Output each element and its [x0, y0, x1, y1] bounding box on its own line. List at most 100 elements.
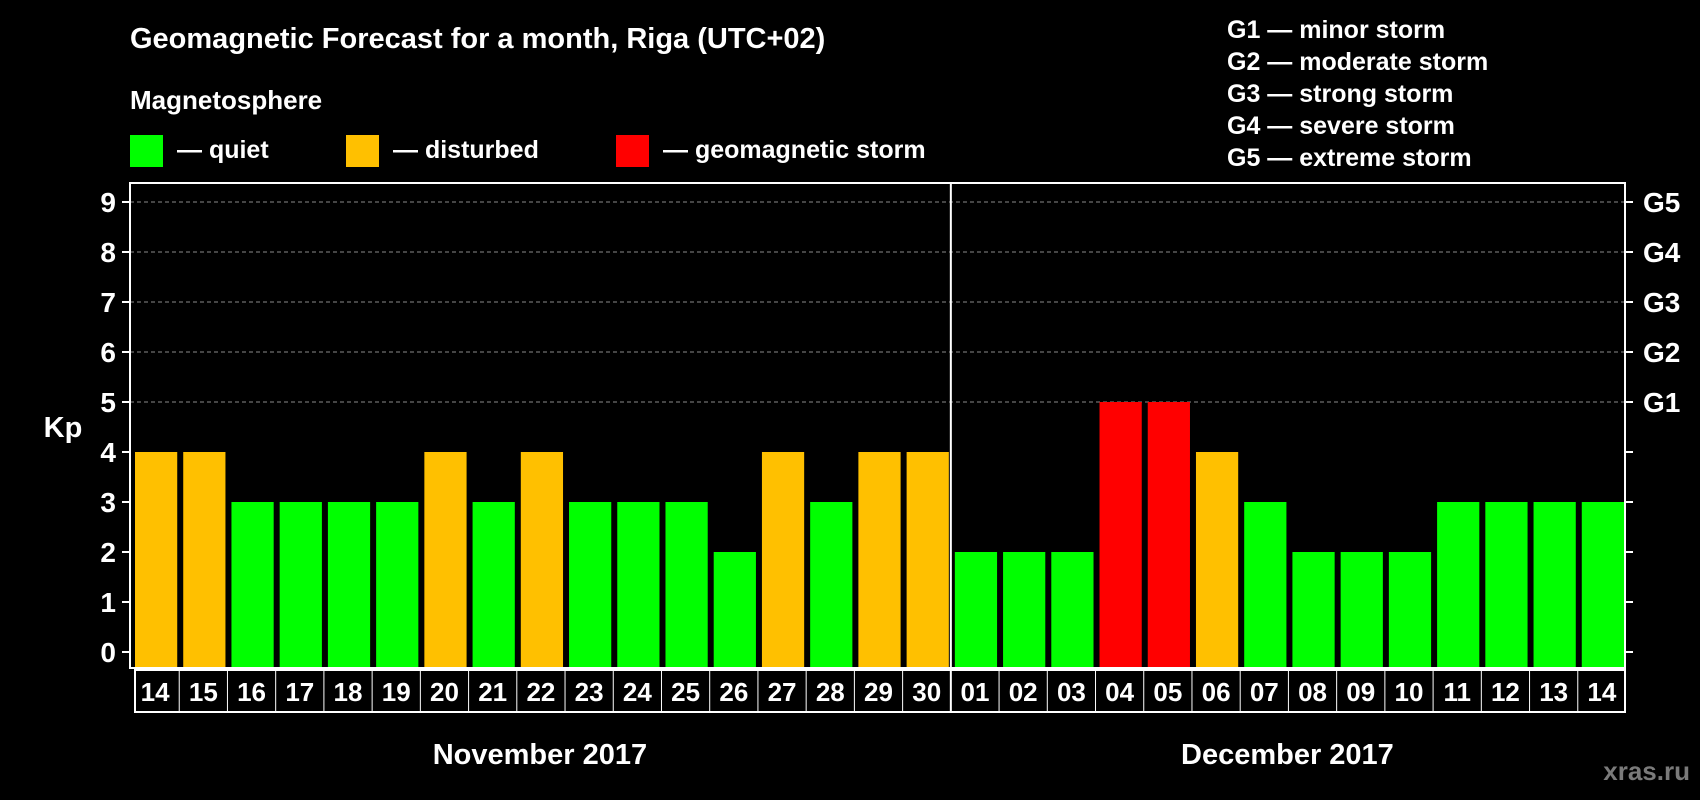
y-tick-label: 3: [100, 487, 116, 518]
g-scale-label: G4: [1643, 237, 1681, 268]
bar: [665, 502, 708, 668]
bar: [231, 502, 274, 668]
bar: [1388, 552, 1432, 668]
y-tick-label: 4: [100, 437, 116, 468]
y-tick-label: 9: [100, 187, 116, 218]
y-tick-label: 5: [100, 387, 116, 418]
storm-legend-item: G3 — strong storm: [1227, 80, 1453, 108]
x-tick-label: 01: [960, 677, 989, 707]
x-tick-label: 29: [864, 677, 893, 707]
x-tick-label: 19: [382, 677, 411, 707]
bar: [1099, 402, 1142, 668]
storm-legend-item: G1 — minor storm: [1227, 16, 1445, 44]
storm-legend-item: G2 — moderate storm: [1227, 48, 1488, 76]
magnetosphere-heading: Magnetosphere: [130, 85, 322, 115]
x-tick-label: 02: [1009, 677, 1038, 707]
plot-border: [129, 182, 1626, 669]
x-tick-label: 14: [1587, 677, 1616, 707]
chart-title: Geomagnetic Forecast for a month, Riga (…: [130, 23, 825, 55]
bar: [520, 452, 564, 668]
bar: [376, 502, 419, 668]
bar: [617, 502, 660, 668]
legend-swatch: [616, 135, 649, 167]
legend-label: — quiet: [177, 136, 269, 164]
bar: [1003, 552, 1046, 668]
storm-legend-item: G5 — extreme storm: [1227, 144, 1472, 172]
x-tick-label: 16: [237, 677, 266, 707]
x-tick-label: 17: [285, 677, 314, 707]
x-axis-day-labels: 14 15 16 17 18 19 20 21 22 23 24 25 26 27 28 29 30 01 02 03…: [141, 670, 1617, 712]
bar: [472, 502, 515, 668]
x-tick-label: 22: [526, 677, 555, 707]
month-label: December 2017: [1181, 739, 1394, 771]
bar: [1340, 552, 1383, 668]
x-tick-label: 03: [1057, 677, 1086, 707]
bar: [279, 502, 322, 668]
y-tick-label: 6: [100, 337, 116, 368]
watermark: xras.ru: [1603, 756, 1690, 786]
y-tick-label: 8: [100, 237, 116, 268]
x-tick-label: 06: [1202, 677, 1231, 707]
bar: [858, 452, 901, 668]
bar: [1533, 502, 1576, 668]
bar: [183, 452, 226, 668]
bar: [1437, 502, 1480, 668]
x-tick-label: 09: [1346, 677, 1375, 707]
bar: [1292, 552, 1335, 668]
bar: [1485, 502, 1528, 668]
y-tick-label: 0: [100, 637, 116, 668]
x-tick-label: 08: [1298, 677, 1327, 707]
bar: [569, 502, 612, 668]
x-tick-label: 07: [1250, 677, 1279, 707]
x-tick-label: 25: [671, 677, 700, 707]
x-tick-label: 15: [189, 677, 218, 707]
x-tick-label: 18: [334, 677, 363, 707]
x-tick-label: 26: [719, 677, 748, 707]
x-tick-label: 24: [623, 677, 652, 707]
y-axis-label: Kp: [44, 412, 83, 444]
y-tick-label: 1: [100, 587, 116, 618]
x-tick-label: 05: [1153, 677, 1182, 707]
g-scale-label: G5: [1643, 187, 1680, 218]
legend-swatch: [346, 135, 379, 167]
bar: [1051, 552, 1094, 668]
x-tick-label: 23: [575, 677, 604, 707]
bars: [135, 402, 1624, 668]
g-scale-label: G2: [1643, 337, 1680, 368]
bar: [810, 502, 853, 668]
bar: [1581, 502, 1624, 668]
month-labels: November 2017 December 2017: [433, 739, 1394, 771]
bar: [327, 502, 371, 668]
y-tick-label: 2: [100, 537, 116, 568]
legend-label: — geomagnetic storm: [663, 136, 926, 164]
x-tick-label: 30: [912, 677, 941, 707]
x-tick-label: 13: [1539, 677, 1568, 707]
x-tick-label: 27: [768, 677, 797, 707]
g-scale-label: G1: [1643, 387, 1680, 418]
legend-swatch: [130, 135, 163, 167]
bar: [1195, 452, 1239, 668]
x-tick-label: 04: [1105, 677, 1134, 707]
legend-label: — disturbed: [393, 136, 539, 164]
bar: [906, 452, 949, 668]
x-tick-label: 14: [141, 677, 170, 707]
y-tick-label: 7: [100, 287, 116, 318]
g-scale-ticks: G1 G2 G3 G4 G5: [1643, 187, 1681, 418]
x-tick-label: 12: [1491, 677, 1520, 707]
storm-scale-legend: G1 — minor storm G2 — moderate storm G3 — …: [1227, 16, 1488, 172]
storm-legend-item: G4 — severe storm: [1227, 112, 1455, 140]
bar: [1147, 402, 1190, 668]
x-tick-label: 28: [816, 677, 845, 707]
g-scale-label: G3: [1643, 287, 1680, 318]
bar: [713, 552, 756, 668]
bar: [424, 452, 467, 668]
plot-frame: [129, 182, 1626, 713]
x-tick-label: 10: [1395, 677, 1424, 707]
bar: [135, 452, 178, 668]
bar: [761, 452, 805, 668]
magnetosphere-legend: — quiet — disturbed — geomagnetic storm: [130, 135, 926, 167]
grid-lines: [130, 201, 1625, 403]
x-tick-label: 11: [1443, 677, 1471, 707]
x-tick-label: 21: [478, 677, 507, 707]
